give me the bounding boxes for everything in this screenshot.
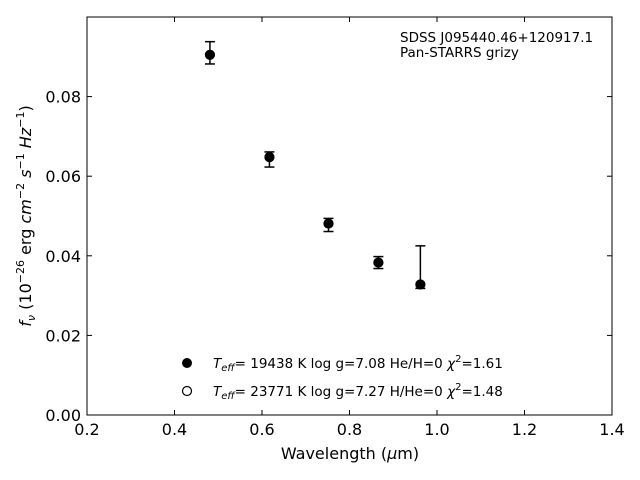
legend-label-series-2: Teff= 23771 K log g=7.27 H/He=0 χ2=1.48 <box>213 382 503 402</box>
x-axis-label: Wavelength (μm) <box>281 444 419 463</box>
data-point-filled <box>204 49 215 60</box>
x-tick-label: 0.2 <box>74 420 99 439</box>
x-tick-label: 1.0 <box>424 420 449 439</box>
x-tick-label: 0.8 <box>337 420 362 439</box>
legend-marker-filled <box>182 358 192 368</box>
y-axis-label: fν (10−26 erg cm−2 s−1 Hz−1) <box>14 105 38 326</box>
plot-frame <box>86 16 613 416</box>
data-point-filled <box>264 152 275 163</box>
legend-marker-open <box>181 385 193 397</box>
axis-ticks: 0.2 0.4 0.6 0.8 1.0 1.2 1.4 0.00 0.02 0.04 0.06 0.0… <box>45 17 625 439</box>
y-tick-label: 0.04 <box>45 247 81 266</box>
data-point-filled <box>373 257 384 268</box>
x-tick-label: 0.6 <box>249 420 274 439</box>
data-point-filled <box>323 218 334 229</box>
y-tick-label: 0.00 <box>45 406 81 425</box>
data-marks <box>204 40 426 290</box>
annotation-survey-name: Pan-STARRS grizy <box>400 45 519 61</box>
y-tick-label: 0.02 <box>45 326 81 345</box>
x-tick-label: 1.4 <box>599 420 624 439</box>
y-tick-label: 0.06 <box>45 167 81 186</box>
x-tick-label: 0.4 <box>162 420 187 439</box>
legend: Teff= 19438 K log g=7.08 He/H=0 χ2=1.61 … <box>181 354 503 402</box>
legend-label-series-1: Teff= 19438 K log g=7.08 He/H=0 χ2=1.61 <box>213 354 503 374</box>
data-point-filled <box>415 279 426 290</box>
annotation-object-name: SDSS J095440.46+120917.1 <box>400 30 593 46</box>
y-tick-label: 0.08 <box>45 88 81 107</box>
x-tick-label: 1.2 <box>512 420 537 439</box>
